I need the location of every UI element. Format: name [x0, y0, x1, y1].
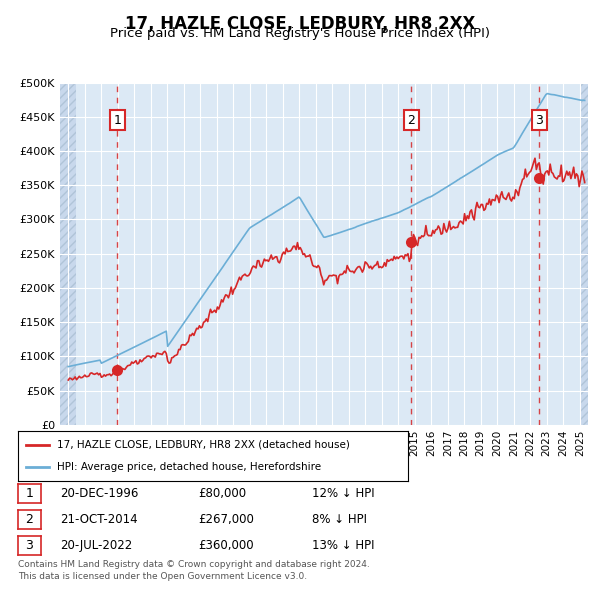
Text: 1: 1: [113, 114, 121, 127]
Text: 2: 2: [25, 513, 34, 526]
Text: 21-OCT-2014: 21-OCT-2014: [60, 513, 137, 526]
Bar: [581, 83, 589, 425]
Text: 13% ↓ HPI: 13% ↓ HPI: [312, 539, 374, 552]
Text: 17, HAZLE CLOSE, LEDBURY, HR8 2XX (detached house): 17, HAZLE CLOSE, LEDBURY, HR8 2XX (detac…: [57, 440, 350, 450]
Text: 1: 1: [25, 487, 34, 500]
Text: £360,000: £360,000: [198, 539, 254, 552]
Text: 20-DEC-1996: 20-DEC-1996: [60, 487, 139, 500]
Text: Price paid vs. HM Land Registry's House Price Index (HPI): Price paid vs. HM Land Registry's House …: [110, 27, 490, 40]
Text: Contains HM Land Registry data © Crown copyright and database right 2024.
This d: Contains HM Land Registry data © Crown c…: [18, 560, 370, 581]
Text: 17, HAZLE CLOSE, LEDBURY, HR8 2XX: 17, HAZLE CLOSE, LEDBURY, HR8 2XX: [125, 15, 475, 33]
Text: £80,000: £80,000: [198, 487, 246, 500]
Text: 8% ↓ HPI: 8% ↓ HPI: [312, 513, 367, 526]
Text: HPI: Average price, detached house, Herefordshire: HPI: Average price, detached house, Here…: [57, 462, 321, 472]
Bar: [60, 83, 76, 425]
Text: 12% ↓ HPI: 12% ↓ HPI: [312, 487, 374, 500]
Text: 20-JUL-2022: 20-JUL-2022: [60, 539, 132, 552]
Text: 2: 2: [407, 114, 415, 127]
Text: 3: 3: [535, 114, 543, 127]
Text: £267,000: £267,000: [198, 513, 254, 526]
Text: 3: 3: [25, 539, 34, 552]
